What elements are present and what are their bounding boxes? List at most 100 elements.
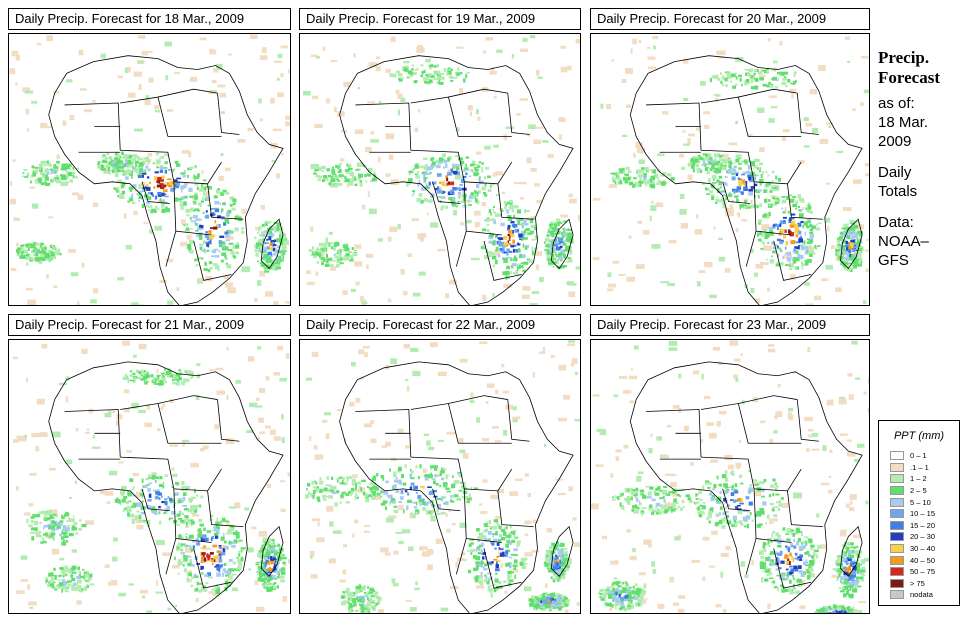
precip-speck [633,152,636,158]
precip-cell [698,159,701,163]
precip-speck [498,551,501,555]
precip-cell [839,259,843,262]
precip-cell [53,247,56,250]
precip-cell [789,232,794,237]
precip-speck [310,226,314,232]
precip-cell [161,201,165,206]
border-line [483,240,522,281]
precip-speck [490,592,493,598]
precip-cell [227,221,230,224]
precip-cell [371,495,376,500]
precip-speck [306,281,315,286]
precip-cell [447,172,452,176]
precip-cell [687,162,692,167]
precip-cell [336,242,340,247]
precip-speck [510,569,519,573]
precip-cell [501,210,504,212]
precip-cell [188,187,193,192]
precip-cell [106,163,111,168]
precip-speck [390,179,399,185]
precip-cell [564,558,568,562]
precip-cell [344,178,350,183]
precip-cell [169,517,174,520]
precip-field [12,340,290,613]
precip-cell [488,520,492,525]
precip-cell [124,374,128,379]
precip-cell [182,552,185,555]
precip-field [9,34,290,305]
precip-cell [40,172,44,175]
precip-cell [524,229,527,233]
precip-cell [201,183,203,188]
precip-cell [256,231,260,234]
precip-cell [238,539,243,542]
precip-speck [667,283,675,287]
precip-cell [321,165,326,170]
precip-cell [784,229,787,233]
precip-cell [328,243,331,247]
precip-cell [331,490,335,493]
precip-cell [732,169,737,173]
precip-cell [434,474,437,477]
precip-cell [27,247,30,251]
precip-cell [342,493,347,496]
precip-cell [140,506,146,510]
precip-cell [41,540,46,543]
precip-cell [461,495,466,499]
precip-cell [204,234,209,238]
precip-cell [269,233,275,237]
precip-cell [69,179,73,183]
precip-cell [553,259,559,262]
precip-cell [325,484,329,487]
precip-cell [431,195,433,198]
border-line [217,399,240,442]
precip-speck [332,530,342,534]
precip-cell [491,560,494,564]
precip-cell [798,197,804,202]
precip-speck [136,524,144,530]
precip-speck [128,583,135,586]
precip-cell [721,190,727,193]
precip-cell [212,213,216,216]
precip-cell [357,177,361,181]
precip-cell [854,261,858,266]
precip-cell [434,188,438,191]
precip-cell [759,162,764,166]
precip-cell [348,490,353,494]
precip-cell [778,233,782,236]
precip-cell [87,579,89,583]
precip-cell [330,476,334,480]
precip-speck [280,508,286,513]
precip-cell [155,205,158,209]
precip-cell [790,220,796,225]
precip-cell [266,221,272,224]
precip-cell [808,205,811,210]
precip-speck [228,506,237,509]
precip-cell [480,550,484,554]
precip-cell [38,179,42,184]
precip-cell [39,168,42,171]
precip-cell [719,72,722,76]
precip-cell [144,371,148,374]
precip-cell [133,376,136,380]
precip-cell [495,213,500,217]
precip-cell [509,542,513,545]
precip-cell [154,495,159,500]
precip-cell [792,257,794,262]
precip-cell [417,183,420,187]
precip-cell [845,259,848,264]
precip-cell [215,529,220,534]
precip-cell [328,484,332,488]
precip-cell [711,175,717,180]
precip-cell [742,204,747,210]
precip-cell [182,504,188,507]
precip-cell [563,550,568,555]
precip-speck [400,269,405,275]
precip-cell [68,517,70,520]
precip-speck [680,223,688,229]
precip-cell [471,169,474,173]
precip-cell [724,176,728,178]
precip-cell [438,81,444,85]
precip-cell [513,272,516,275]
precip-speck [542,346,546,353]
